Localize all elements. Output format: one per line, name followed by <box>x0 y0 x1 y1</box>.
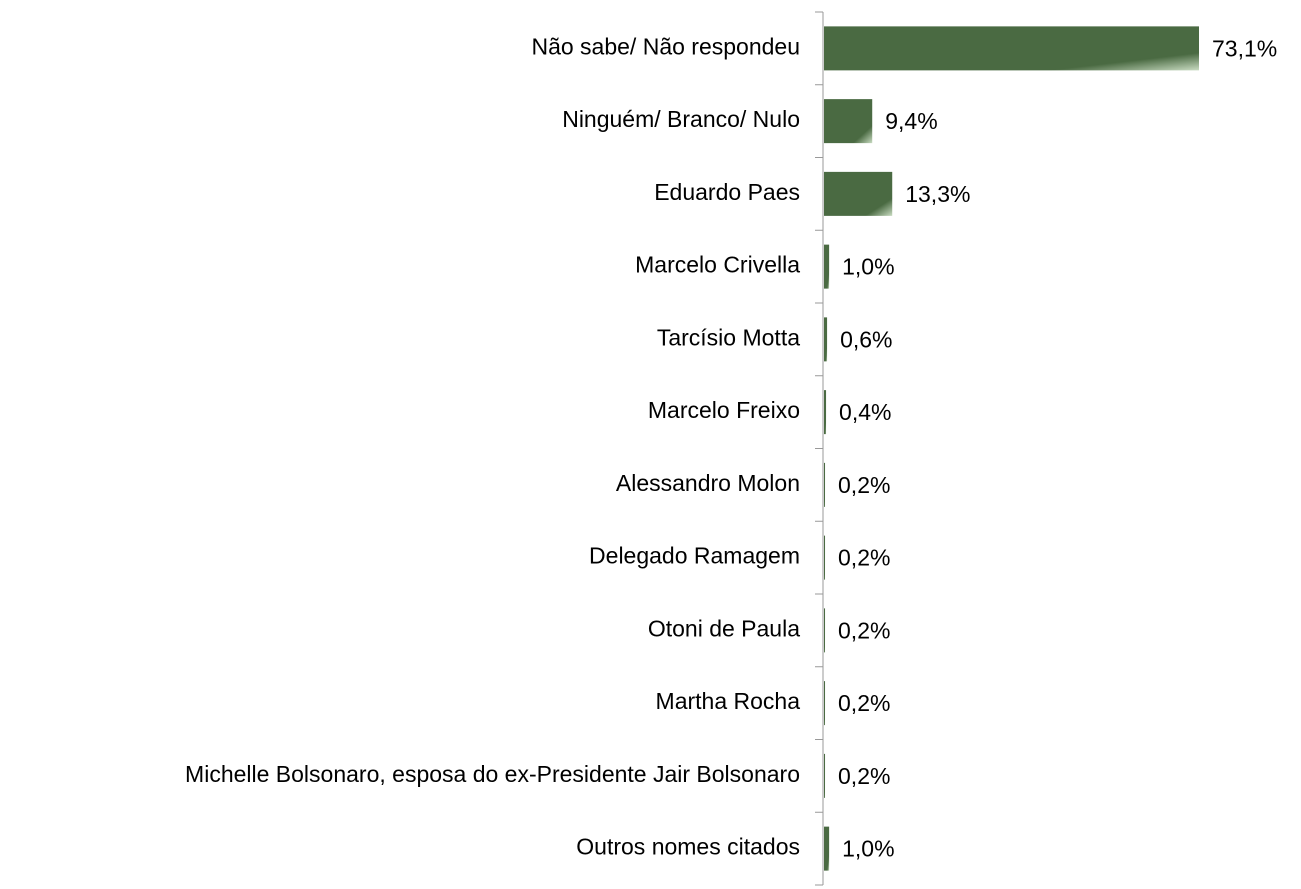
bar <box>824 317 828 362</box>
bar <box>824 535 826 580</box>
category-label: Marcelo Crivella <box>635 252 800 278</box>
category-label: Martha Rocha <box>656 688 801 714</box>
value-label: 9,4% <box>885 108 937 134</box>
bar <box>824 826 830 871</box>
bar <box>824 608 826 653</box>
value-label: 0,2% <box>838 617 890 643</box>
value-label: 0,4% <box>839 399 891 425</box>
value-label: 13,3% <box>905 181 970 207</box>
category-label: Ninguém/ Branco/ Nulo <box>562 106 800 132</box>
value-label: 0,2% <box>838 763 890 789</box>
bar <box>824 26 1200 71</box>
bar <box>824 244 830 289</box>
category-label: Não sabe/ Não respondeu <box>531 33 800 59</box>
value-label: 1,0% <box>842 254 894 280</box>
value-label: 0,2% <box>838 545 890 571</box>
category-label: Eduardo Paes <box>654 179 800 205</box>
bar <box>824 753 826 798</box>
value-label: 0,2% <box>838 690 890 716</box>
bar <box>824 462 826 507</box>
bar <box>824 681 826 726</box>
category-label: Outros nomes citados <box>576 834 800 860</box>
category-label: Marcelo Freixo <box>648 397 800 423</box>
value-label: 1,0% <box>842 836 894 862</box>
category-label: Otoni de Paula <box>648 615 800 641</box>
value-label: 0,2% <box>838 472 890 498</box>
bar <box>824 390 827 435</box>
category-label: Delegado Ramagem <box>589 543 800 569</box>
value-label: 0,6% <box>840 326 892 352</box>
category-label: Michelle Bolsonaro, esposa do ex-Preside… <box>185 761 800 787</box>
value-label: 73,1% <box>1212 35 1277 61</box>
bar <box>824 171 893 216</box>
category-label: Tarcísio Motta <box>657 324 800 350</box>
category-label: Alessandro Molon <box>616 470 800 496</box>
bar <box>824 99 873 144</box>
